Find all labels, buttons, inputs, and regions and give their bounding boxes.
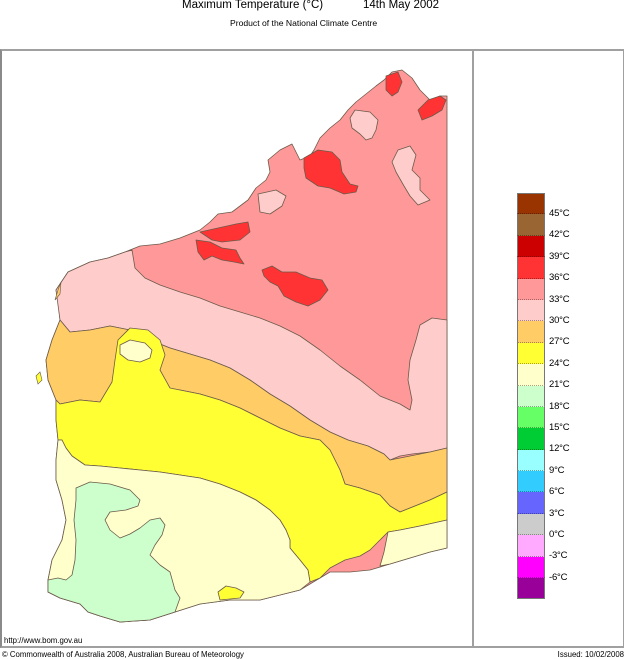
- legend-label: 18°C: [549, 401, 570, 412]
- legend-bin: [517, 257, 545, 279]
- legend-separator: [472, 49, 474, 648]
- zone-36-39-e: [385, 71, 403, 97]
- legend-bin: [517, 342, 545, 365]
- legend-bin: [517, 556, 545, 579]
- zone-18-21: [47, 481, 181, 623]
- legend-label: 6°C: [549, 486, 565, 497]
- legend-bin: [517, 471, 545, 493]
- legend-label: 3°C: [549, 508, 565, 519]
- legend-bin: [517, 235, 545, 258]
- color-legend: [517, 193, 545, 600]
- legend-label: 9°C: [549, 465, 565, 476]
- title-date: 14th May 2002: [363, 0, 440, 11]
- legend-label: -3°C: [549, 550, 568, 561]
- zone-36-39-a: [303, 149, 359, 195]
- legend-label: -6°C: [549, 572, 568, 583]
- zone-36-39-c: [195, 239, 245, 265]
- legend-bin: [517, 385, 545, 407]
- legend-label: 0°C: [549, 529, 565, 540]
- zone-30-33-north3: [257, 189, 287, 215]
- title-text: Maximum Temperature (°C): [182, 0, 324, 11]
- copyright-text: © Commonwealth of Australia 2008, Austra…: [2, 650, 244, 659]
- legend-bin: [517, 428, 545, 450]
- legend-bin: [517, 406, 545, 429]
- zone-30-33-north2: [391, 145, 431, 206]
- subtitle: Product of the National Climate Centre: [230, 18, 378, 28]
- legend-bin: [517, 299, 545, 322]
- legend-bin: [517, 492, 545, 514]
- legend-label: 12°C: [549, 443, 570, 454]
- legend-label: 30°C: [549, 315, 570, 326]
- legend-bin: [517, 321, 545, 343]
- legend-label: 39°C: [549, 251, 570, 262]
- map-frame: [0, 49, 624, 648]
- zone-24-27-coast: [217, 585, 245, 601]
- legend-label: 24°C: [549, 358, 570, 369]
- island-dirk-hartog: [54, 281, 62, 301]
- zone-30-33-north1: [349, 109, 379, 141]
- legend-label: 33°C: [549, 294, 570, 305]
- legend-label: 42°C: [549, 229, 570, 240]
- chart-title: Maximum Temperature (°C) 14th May 2002: [0, 0, 626, 17]
- legend-label: 27°C: [549, 336, 570, 347]
- legend-bin: [517, 449, 545, 472]
- legend-bin: [517, 513, 545, 536]
- legend-label: 45°C: [549, 208, 570, 219]
- legend-label: 15°C: [549, 422, 570, 433]
- legend-bin: [517, 193, 545, 215]
- island-rottnest: [35, 371, 43, 385]
- legend-label: 36°C: [549, 272, 570, 283]
- zone-21-24-island: [119, 339, 153, 363]
- legend-bin: [517, 364, 545, 386]
- zone-36-39-d: [261, 265, 329, 307]
- zone-21-24-east: [379, 519, 448, 567]
- zone-36-39-f: [417, 95, 447, 121]
- legend-label: 21°C: [549, 379, 570, 390]
- legend-bin: [517, 535, 545, 557]
- legend-bin: [517, 278, 545, 300]
- temperature-map: [35, 69, 448, 623]
- issued-date: Issued: 10/02/2008: [557, 650, 624, 659]
- zone-36-39-b: [199, 221, 251, 243]
- legend-bin: [517, 578, 545, 600]
- legend-bin: [517, 214, 545, 236]
- source-url[interactable]: http://www.bom.gov.au: [4, 636, 83, 645]
